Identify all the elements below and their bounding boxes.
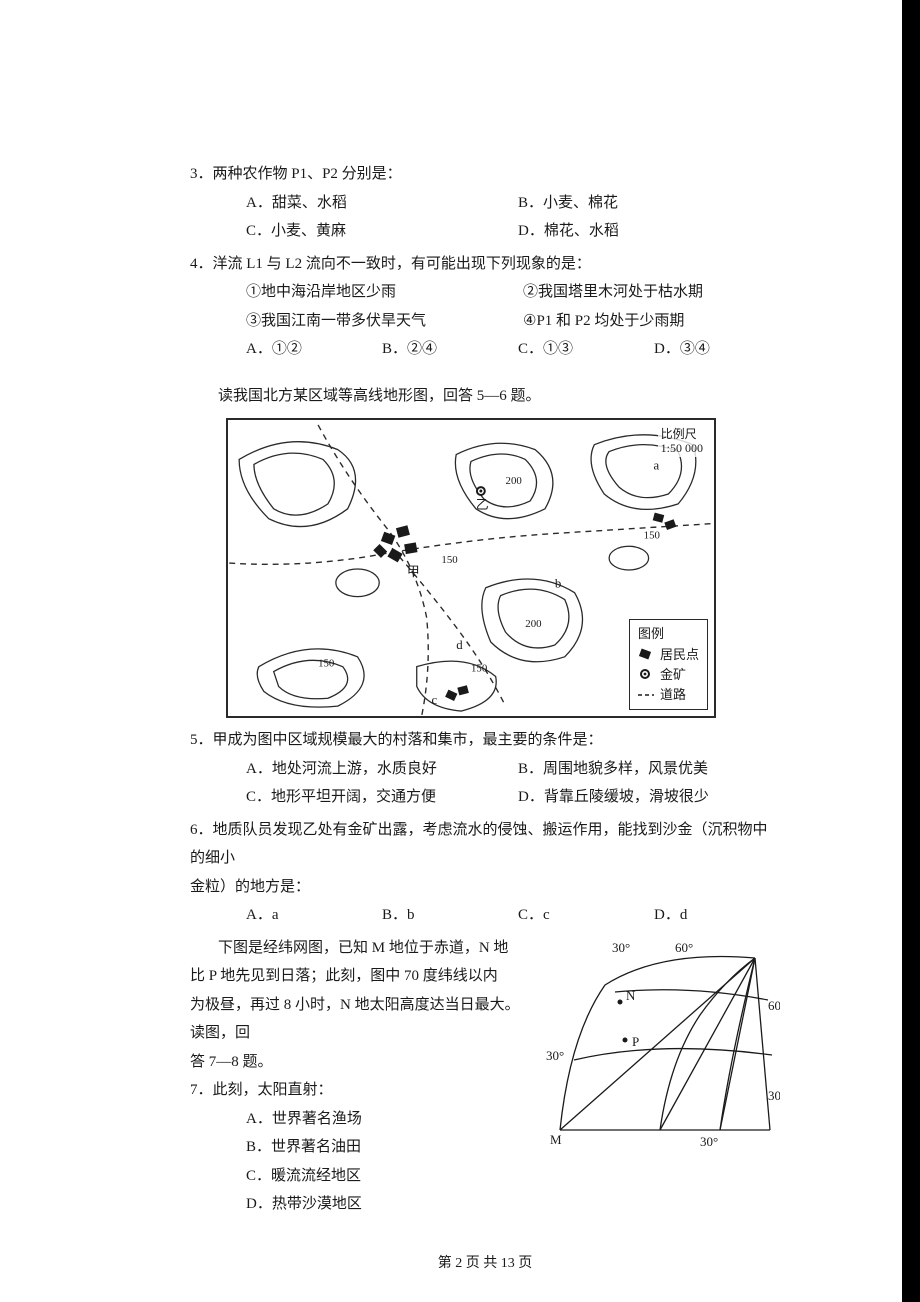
- svg-text:60°: 60°: [768, 998, 780, 1013]
- q7-opt-c: C．暖流流经地区: [246, 1162, 522, 1191]
- scan-edge: [902, 0, 920, 1302]
- q6-opt-b: B．b: [382, 901, 508, 930]
- svg-text:a: a: [654, 458, 660, 472]
- legend-settlement-label: 居民点: [660, 645, 699, 665]
- svg-text:60°: 60°: [675, 940, 693, 955]
- map-legend: 图例 居民点 金矿 道路: [629, 619, 708, 710]
- svg-text:N: N: [626, 988, 636, 1003]
- q7-opt-d: D．热带沙漠地区: [246, 1190, 522, 1219]
- svg-text:30°: 30°: [700, 1134, 718, 1149]
- svg-text:200: 200: [525, 618, 542, 630]
- q3-options: A．甜菜、水稻 B．小麦、棉花 C．小麦、黄麻 D．棉花、水稻: [190, 189, 780, 246]
- svg-text:b: b: [555, 577, 561, 591]
- q6-opt-d: D．d: [654, 901, 780, 930]
- question-5: 5．甲成为图中区域规模最大的村落和集市，最主要的条件是： A．地处河流上游，水质…: [190, 726, 780, 812]
- legend-road: 道路: [638, 685, 699, 705]
- gold-icon: [638, 668, 654, 682]
- svg-text:30°: 30°: [612, 940, 630, 955]
- svg-text:乙: 乙: [476, 498, 489, 512]
- intro-7-8-l2: 为极昼，再过 8 小时，N 地太阳高度达当日最大。读图，回: [190, 991, 522, 1048]
- legend-title: 图例: [638, 624, 699, 644]
- q4-stem: 4．洋流 L1 与 L2 流向不一致时，有可能出现下列现象的是：: [190, 250, 780, 279]
- scale-label: 比例尺: [661, 427, 703, 441]
- q3-opt-c: C．小麦、黄麻: [246, 217, 508, 246]
- legend-road-label: 道路: [660, 685, 686, 705]
- svg-text:150: 150: [441, 554, 458, 566]
- svg-text:30°: 30°: [546, 1048, 564, 1063]
- legend-gold-label: 金矿: [660, 665, 686, 685]
- q4-stmt-4: ④P1 和 P2 均处于少雨期: [523, 307, 780, 336]
- question-3: 3．两种农作物 P1、P2 分别是： A．甜菜、水稻 B．小麦、棉花 C．小麦、…: [190, 160, 780, 246]
- scale-value: 1:50 000: [661, 441, 703, 455]
- q5-opt-a: A．地处河流上游，水质良好: [246, 755, 508, 784]
- q3-opt-b: B．小麦、棉花: [518, 189, 780, 218]
- q4-opt-c: C．①③: [518, 335, 644, 364]
- q4-opt-a: A．①②: [246, 335, 372, 364]
- question-6: 6．地质队员发现乙处有金矿出露，考虑流水的侵蚀、搬运作用，能找到沙金（沉积物中的…: [190, 816, 780, 930]
- svg-text:甲: 甲: [407, 565, 420, 579]
- q7-options: A．世界著名渔场 B．世界著名油田 C．暖流流经地区 D．热带沙漠地区: [190, 1105, 522, 1219]
- svg-text:P: P: [632, 1034, 639, 1049]
- q5-opt-c: C．地形平坦开阔，交通方便: [246, 783, 508, 812]
- map-scale: 比例尺 1:50 000: [658, 426, 706, 457]
- legend-gold: 金矿: [638, 665, 699, 685]
- q5-options: A．地处河流上游，水质良好 B．周围地貌多样，风景优美 C．地形平坦开阔，交通方…: [190, 755, 780, 812]
- q7-stem: 7．此刻，太阳直射：: [190, 1076, 522, 1105]
- q5-opt-d: D．背靠丘陵缓坡，滑坡很少: [518, 783, 780, 812]
- q7-8-block: 下图是经纬网图，已知 M 地位于赤道，N 地比 P 地先见到日落；此刻，图中 7…: [190, 934, 780, 1223]
- svg-text:150: 150: [318, 658, 335, 670]
- svg-text:M: M: [550, 1132, 562, 1147]
- q4-statements: ①地中海沿岸地区少雨 ②我国塔里木河处于枯水期 ③我国江南一带多伏旱天气 ④P1…: [190, 278, 780, 335]
- svg-text:c: c: [432, 693, 438, 707]
- q5-stem: 5．甲成为图中区域规模最大的村落和集市，最主要的条件是：: [190, 726, 780, 755]
- q6-opt-a: A．a: [246, 901, 372, 930]
- q4-stmt-1: ①地中海沿岸地区少雨: [246, 278, 503, 307]
- q3-stem: 3．两种农作物 P1、P2 分别是：: [190, 160, 780, 189]
- question-4: 4．洋流 L1 与 L2 流向不一致时，有可能出现下列现象的是： ①地中海沿岸地…: [190, 250, 780, 364]
- q3-opt-a: A．甜菜、水稻: [246, 189, 508, 218]
- intro-7-8-l1: 下图是经纬网图，已知 M 地位于赤道，N 地比 P 地先见到日落；此刻，图中 7…: [190, 934, 522, 991]
- settlement-icon: [638, 648, 654, 662]
- q7-opt-b: B．世界著名油田: [246, 1133, 522, 1162]
- q6-stem-l1: 6．地质队员发现乙处有金矿出露，考虑流水的侵蚀、搬运作用，能找到沙金（沉积物中的…: [190, 816, 780, 873]
- q4-options: A．①② B．②④ C．①③ D．③④: [190, 335, 780, 364]
- svg-text:30°: 30°: [768, 1088, 780, 1103]
- q4-stmt-3: ③我国江南一带多伏旱天气: [246, 307, 503, 336]
- q5-opt-b: B．周围地貌多样，风景优美: [518, 755, 780, 784]
- svg-text:150: 150: [644, 529, 661, 541]
- contour-map: 比例尺 1:50 000: [226, 418, 716, 718]
- page-footer: 第 2 页 共 13 页: [190, 1251, 780, 1278]
- svg-text:200: 200: [506, 475, 523, 487]
- q6-opt-c: C．c: [518, 901, 644, 930]
- road-icon: [638, 690, 654, 700]
- q4-opt-d: D．③④: [654, 335, 780, 364]
- q3-opt-d: D．棉花、水稻: [518, 217, 780, 246]
- q4-stmt-2: ②我国塔里木河处于枯水期: [523, 278, 780, 307]
- q6-options: A．a B．b C．c D．d: [190, 901, 780, 930]
- intro-5-6: 读我国北方某区域等高线地形图，回答 5—6 题。: [190, 382, 780, 411]
- question-7: 7．此刻，太阳直射： A．世界著名渔场 B．世界著名油田 C．暖流流经地区 D．…: [190, 1076, 522, 1219]
- intro-7-8-l3: 答 7—8 题。: [190, 1048, 522, 1077]
- q7-opt-a: A．世界著名渔场: [246, 1105, 522, 1134]
- graticule-figure: 30° 60° 30° 60° 30° 30° M N P: [540, 940, 780, 1150]
- legend-settlement: 居民点: [638, 645, 699, 665]
- q4-opt-b: B．②④: [382, 335, 508, 364]
- svg-text:150: 150: [471, 663, 488, 675]
- q6-stem-l2: 金粒）的地方是：: [190, 873, 780, 902]
- svg-text:d: d: [456, 638, 463, 652]
